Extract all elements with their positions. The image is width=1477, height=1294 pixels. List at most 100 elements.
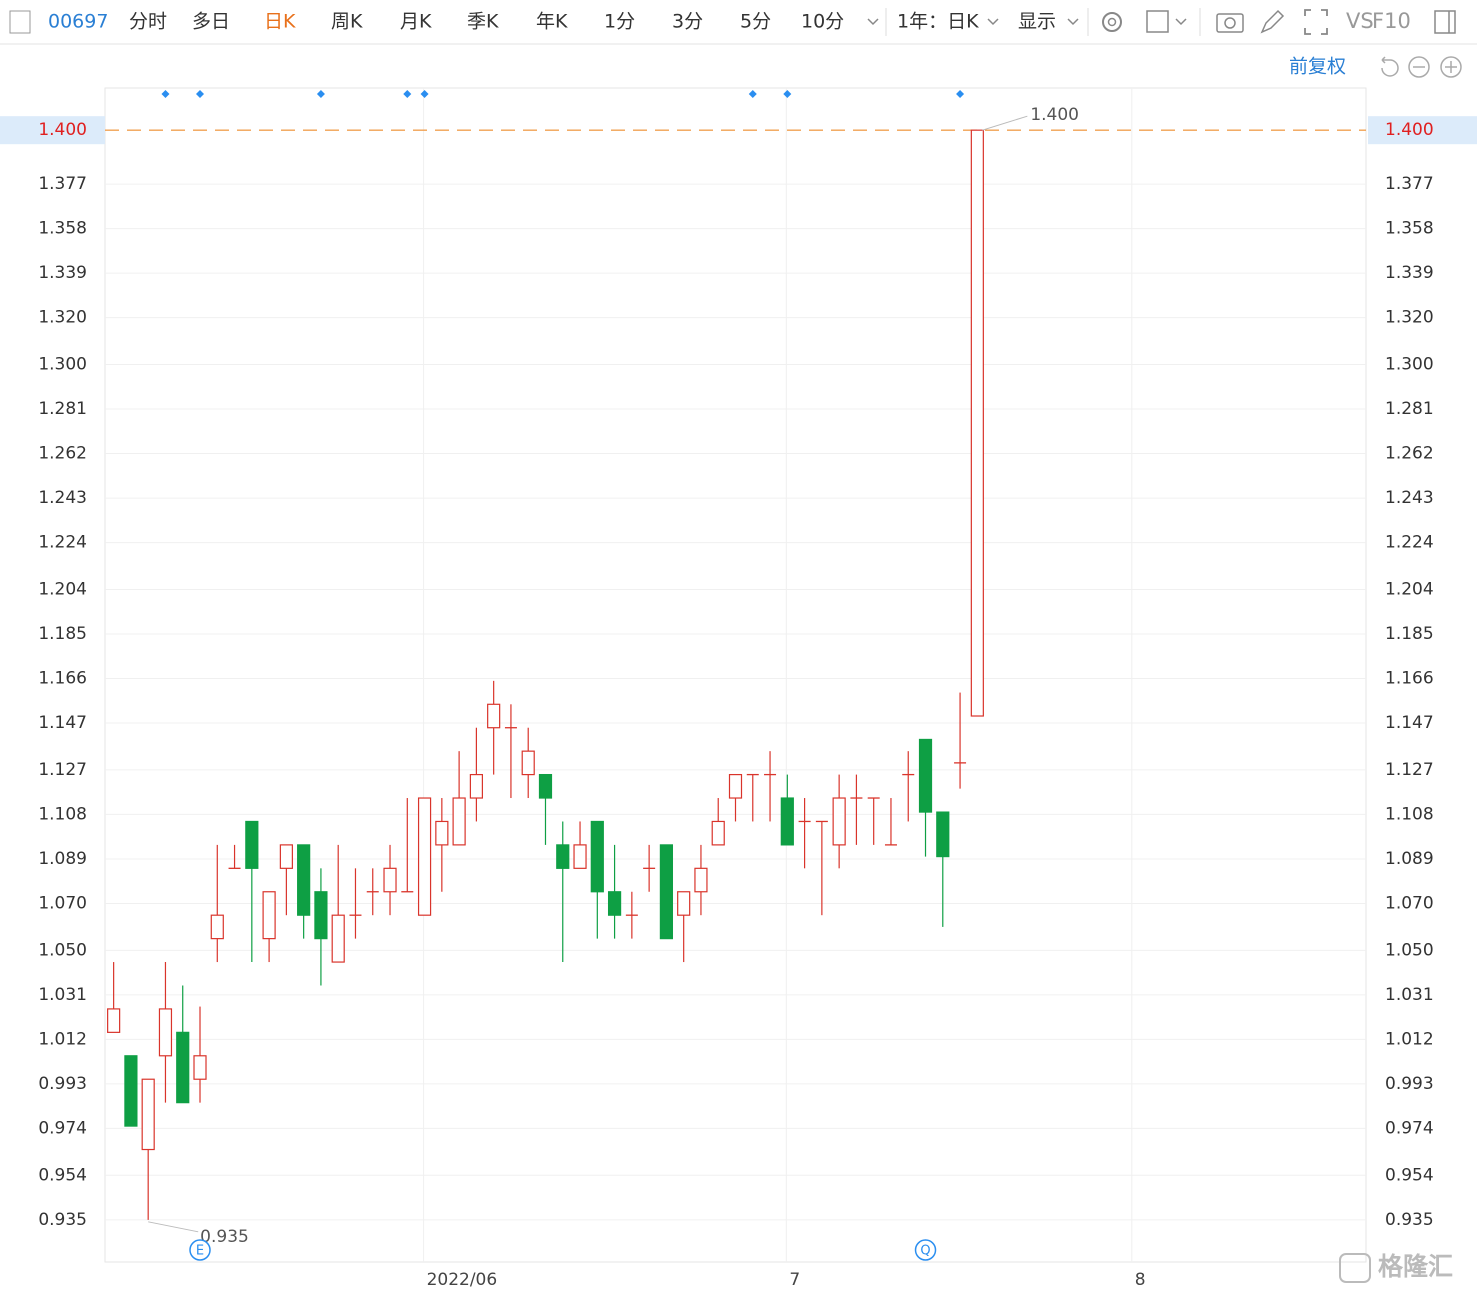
y-tick-label: 0.993 xyxy=(38,1074,87,1094)
max-label: 1.400 xyxy=(1030,105,1079,125)
adjust-select[interactable]: 前复权 xyxy=(1289,56,1346,78)
candle-body xyxy=(176,1031,190,1104)
y-tick-label: 1.108 xyxy=(38,804,87,824)
candle-body xyxy=(469,773,483,799)
y2-tick-label: 1.204 xyxy=(1385,579,1434,599)
candle-body xyxy=(297,844,311,916)
candle-body xyxy=(331,914,345,963)
candle-body xyxy=(521,750,535,776)
sidebar-icon[interactable] xyxy=(9,10,31,34)
display-chevron[interactable] xyxy=(1067,18,1079,26)
draw-tool-icon[interactable] xyxy=(1146,10,1169,33)
f10-button[interactable]: F10 xyxy=(1372,9,1411,33)
y2-tick-label: 1.070 xyxy=(1385,893,1434,913)
tab[interactable]: 年K xyxy=(536,11,568,33)
candle-body xyxy=(158,1008,173,1057)
event-marker[interactable] xyxy=(956,90,965,98)
event-marker[interactable] xyxy=(420,90,429,98)
tab[interactable]: 日K xyxy=(264,11,296,33)
y2-tick-label: 1.339 xyxy=(1385,263,1434,283)
y-tick-label: 1.166 xyxy=(38,669,87,689)
y2-tick-label: 1.281 xyxy=(1385,399,1434,419)
screenshot-icon[interactable] xyxy=(1216,13,1244,33)
y-tick-label: 1.243 xyxy=(38,488,87,508)
y2-tick-label: 1.050 xyxy=(1385,940,1434,960)
y-tick-label: 0.974 xyxy=(38,1118,87,1138)
badge-label: E xyxy=(196,1244,204,1259)
tab[interactable]: 3分 xyxy=(672,11,703,33)
candle-body xyxy=(936,811,950,858)
last-price-bg xyxy=(0,116,105,145)
candle-body xyxy=(538,773,553,799)
candle-body xyxy=(262,891,276,940)
event-marker[interactable] xyxy=(161,90,170,98)
event-marker[interactable] xyxy=(316,90,325,98)
y2-tick-label: 1.185 xyxy=(1385,624,1434,644)
reset-icon[interactable] xyxy=(1381,56,1399,77)
event-marker[interactable] xyxy=(196,90,205,98)
watermark-logo xyxy=(1339,1253,1371,1283)
stock-code[interactable]: 00697 xyxy=(48,11,108,33)
x-tick-label: 8 xyxy=(1135,1270,1146,1290)
y-tick-label: 1.185 xyxy=(38,624,87,644)
y-tick-label: 1.339 xyxy=(38,263,87,283)
y2-tick-label: 1.127 xyxy=(1385,760,1434,780)
event-marker[interactable] xyxy=(403,90,412,98)
event-marker[interactable] xyxy=(783,90,792,98)
candle-body xyxy=(487,703,501,729)
zoom-in-plus xyxy=(1445,61,1457,73)
zoom-out-icon[interactable] xyxy=(1408,56,1430,78)
y-tick-label: 1.089 xyxy=(38,849,87,869)
y2-tick-label: 1.031 xyxy=(1385,985,1434,1005)
y-tick-label: 0.954 xyxy=(38,1165,87,1185)
y-tick-label: 1.262 xyxy=(38,444,87,464)
range-chevron[interactable] xyxy=(987,18,999,26)
tab[interactable]: 月K xyxy=(400,11,432,33)
y2-tick-label: 0.935 xyxy=(1385,1210,1434,1230)
panel-icon[interactable] xyxy=(1434,10,1456,34)
candle-body xyxy=(780,797,794,846)
tab[interactable]: 10分 xyxy=(801,11,844,33)
toolbar xyxy=(0,0,1477,44)
tab[interactable]: 5分 xyxy=(740,11,771,33)
y-tick-label: 1.031 xyxy=(38,985,87,1005)
tab[interactable]: 季K xyxy=(467,11,499,33)
vs-button[interactable]: VS xyxy=(1346,9,1374,33)
candle-body xyxy=(659,844,674,940)
y2-tick-label: 0.954 xyxy=(1385,1165,1434,1185)
more-icon[interactable] xyxy=(867,18,879,26)
y-tick-label: 1.204 xyxy=(38,579,87,599)
badge[interactable] xyxy=(189,1239,211,1261)
candle-body xyxy=(590,820,604,893)
x-tick-label: 2022/06 xyxy=(427,1270,498,1290)
tab[interactable]: 周K xyxy=(331,11,363,33)
candle-body xyxy=(193,1055,207,1080)
candle-body xyxy=(832,797,846,846)
x-tick-label: 7 xyxy=(789,1270,800,1290)
candle-body xyxy=(141,1078,155,1151)
tab[interactable]: 多日 xyxy=(192,11,230,33)
candle-body xyxy=(314,891,328,940)
last-price-bg-right xyxy=(1368,116,1477,145)
badge[interactable] xyxy=(914,1239,937,1261)
tab[interactable]: 1分 xyxy=(604,11,635,33)
y2-tick-label: 1.377 xyxy=(1385,174,1434,194)
candle-body xyxy=(124,1055,138,1127)
last-price-label: 1.400 xyxy=(38,120,87,140)
range-select[interactable]: 1年：日K xyxy=(897,11,979,33)
y-tick-label: 1.281 xyxy=(38,399,87,419)
zoom-in-icon[interactable] xyxy=(1440,56,1462,78)
y-tick-label: 1.050 xyxy=(38,940,87,960)
pencil-icon[interactable] xyxy=(1260,9,1285,34)
event-marker[interactable] xyxy=(748,90,757,98)
display-select[interactable]: 显示 xyxy=(1018,11,1056,33)
fullscreen-icon[interactable] xyxy=(1304,9,1328,35)
min-label: 0.935 xyxy=(200,1227,249,1247)
candle-body xyxy=(435,820,449,846)
candle-body xyxy=(417,797,432,916)
y2-tick-label: 1.147 xyxy=(1385,713,1434,733)
tab[interactable]: 分时 xyxy=(129,11,167,33)
settings-icon[interactable] xyxy=(1102,12,1122,32)
draw-tool-chevron[interactable] xyxy=(1175,18,1187,26)
y-tick-label: 1.377 xyxy=(38,174,87,194)
